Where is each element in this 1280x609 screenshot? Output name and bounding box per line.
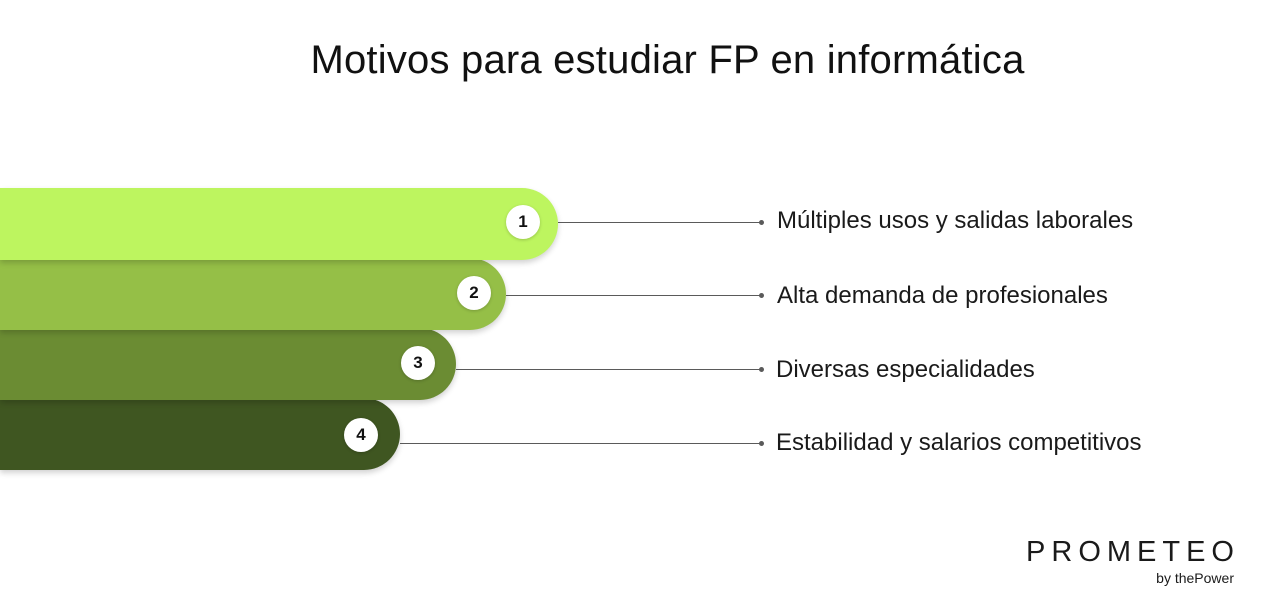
- page-title: Motivos para estudiar FP en informática: [310, 38, 1025, 82]
- bar-4: [0, 398, 400, 470]
- item-label-4: Estabilidad y salarios competitivos: [776, 429, 1142, 456]
- bar-3: [0, 328, 456, 400]
- connector-line-4: [400, 441, 764, 446]
- logo-tagline: by thePower: [1156, 570, 1234, 586]
- bar-2: [0, 258, 506, 330]
- connector-line-3: [456, 367, 764, 372]
- connector-line-2: [506, 293, 764, 298]
- number-badge-3: 3: [401, 346, 435, 380]
- number-badge-1: 1: [506, 205, 540, 239]
- logo-name: PROMETEO: [1026, 536, 1240, 568]
- item-label-1: Múltiples usos y salidas laborales: [777, 207, 1134, 234]
- number-badge-2: 2: [457, 276, 491, 310]
- prometeo-logo: PROMETEO by thePower: [1026, 536, 1234, 586]
- connector-line-1: [558, 220, 764, 225]
- item-label-2: Alta demanda de profesionales: [777, 282, 1108, 309]
- number-badge-4: 4: [344, 418, 378, 452]
- bar-1: [0, 188, 558, 260]
- item-label-3: Diversas especialidades: [776, 356, 1035, 383]
